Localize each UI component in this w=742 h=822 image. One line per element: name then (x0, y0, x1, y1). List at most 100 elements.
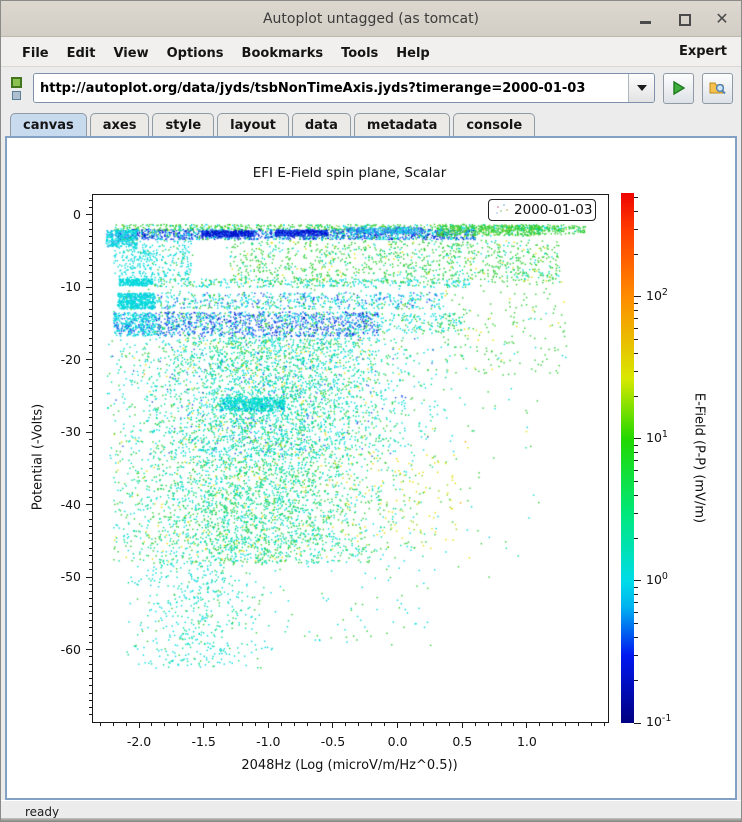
x-tick-minor (319, 722, 321, 726)
y-tick-minor (89, 685, 93, 687)
y-tick-minor (89, 366, 93, 368)
y-tick-minor (89, 417, 93, 419)
colorbar-tick-minor (634, 460, 638, 462)
menu-file[interactable]: File (22, 46, 49, 61)
y-tick-minor (89, 504, 93, 506)
play-icon (672, 80, 685, 96)
y-tick-minor (89, 308, 93, 310)
legend-icon-dot (496, 212, 498, 214)
x-tick-minor (280, 722, 282, 726)
menu-edit[interactable]: Edit (66, 46, 96, 61)
y-tick-minor (89, 265, 93, 267)
colorbar-tick-minor (634, 594, 638, 596)
menu-tools[interactable]: Tools (341, 46, 379, 61)
url-input[interactable] (34, 74, 628, 102)
x-tick-minor (216, 722, 218, 726)
colorbar-tick-minor (634, 310, 638, 312)
menu-options[interactable]: Options (166, 46, 224, 61)
y-tick-minor (89, 634, 93, 636)
menu-help[interactable]: Help (396, 46, 430, 61)
tab-axes[interactable]: axes (89, 113, 150, 136)
legend-label: 2000-01-03 (514, 202, 593, 218)
y-tick-minor (89, 605, 93, 607)
x-tick-label: 1.0 (516, 734, 537, 749)
y-tick-minor (89, 627, 93, 629)
x-tick-minor (539, 722, 541, 726)
y-tick-minor (89, 424, 93, 426)
x-tick-label: -1.5 (191, 734, 216, 749)
colorbar-tick-minor (634, 444, 638, 446)
menu-view[interactable]: View (113, 46, 149, 61)
inspect-file-button[interactable] (702, 72, 733, 104)
y-tick-minor (89, 714, 93, 716)
colorbar[interactable] (621, 193, 634, 723)
colorbar-tick-minor (634, 328, 638, 329)
x-tick-minor (229, 722, 231, 726)
y-tick-minor (89, 410, 93, 412)
y-tick-minor (89, 670, 93, 672)
x-tick-minor (410, 722, 412, 726)
maximize-icon[interactable] (677, 12, 691, 26)
colorbar-tick-minor (634, 537, 638, 539)
x-tick-minor (151, 722, 153, 726)
y-tick-minor (89, 301, 93, 303)
y-tick-label: -60 (60, 641, 81, 657)
plot-area[interactable]: -2.0 -1.5 -1.0 -0.5 0.0 0.5 1.0 0 -10 -20 -30 -40 -5… (61, 194, 609, 749)
y-tick-minor (89, 228, 93, 230)
colorbar-tick-minor (634, 602, 638, 604)
y-tick-minor (89, 649, 93, 651)
y-tick-minor (89, 612, 93, 614)
y-tick-label: -30 (60, 424, 81, 440)
y-tick-minor (89, 453, 93, 455)
y-tick-minor (89, 388, 93, 390)
tab-console[interactable]: console (453, 113, 536, 136)
y-tick-label: -10 (60, 279, 81, 295)
menu-expert[interactable]: Expert (678, 44, 727, 59)
y-tick-minor (89, 286, 93, 288)
tab-metadata[interactable]: metadata (353, 113, 451, 136)
go-plot-button[interactable] (663, 72, 694, 104)
y-tick-minor (89, 518, 93, 520)
x-axis-label: 2048Hz (Log (microV/m/Hz^0.5)) (241, 758, 458, 773)
x-tick-minor (591, 722, 593, 726)
legend-icon-dot (500, 210, 502, 212)
y-tick-minor (89, 511, 93, 513)
colorbar-tick-minor (634, 228, 638, 230)
title-bar[interactable]: Autoplot untagged (as tomcat) ✕ (1, 1, 741, 37)
colorbar-tick-minor (634, 318, 638, 320)
x-tick-minor (371, 722, 373, 726)
y-tick-label: 0 (73, 206, 81, 222)
y-tick-minor (89, 540, 93, 542)
colorbar-tick-minor (634, 623, 638, 625)
y-tick-minor (89, 475, 93, 477)
y-tick-minor (89, 678, 93, 680)
x-tick-minor (112, 722, 114, 726)
y-tick-minor (89, 207, 93, 209)
status-text: ready (25, 805, 60, 819)
minimize-icon[interactable] (639, 12, 653, 26)
menu-bookmarks[interactable]: Bookmarks (241, 46, 324, 61)
tab-canvas[interactable]: canvas (10, 113, 87, 136)
y-tick-minor (89, 352, 93, 354)
url-dropdown-button[interactable] (628, 74, 654, 102)
y-tick-minor (89, 243, 93, 245)
y-tick-minor (89, 489, 93, 491)
y-tick-minor (89, 656, 93, 658)
colorbar-tick-minor (634, 495, 638, 496)
y-tick-minor (89, 395, 93, 397)
x-tick-label: -1.0 (256, 734, 281, 749)
colorbar-tick-minor (634, 654, 638, 656)
tab-style[interactable]: style (152, 113, 215, 136)
y-tick-minor (89, 214, 93, 216)
scatter-canvas[interactable] (93, 195, 608, 722)
tab-layout[interactable]: layout (217, 113, 289, 136)
y-tick-minor (89, 576, 93, 578)
y-tick-minor (89, 272, 93, 274)
chevron-down-icon (636, 85, 647, 91)
plot-legend[interactable]: 2000-01-03 (488, 199, 596, 221)
close-icon[interactable]: ✕ (715, 8, 729, 28)
x-tick-minor (461, 722, 463, 726)
tab-data[interactable]: data (291, 113, 351, 136)
y-tick-minor (89, 402, 93, 404)
